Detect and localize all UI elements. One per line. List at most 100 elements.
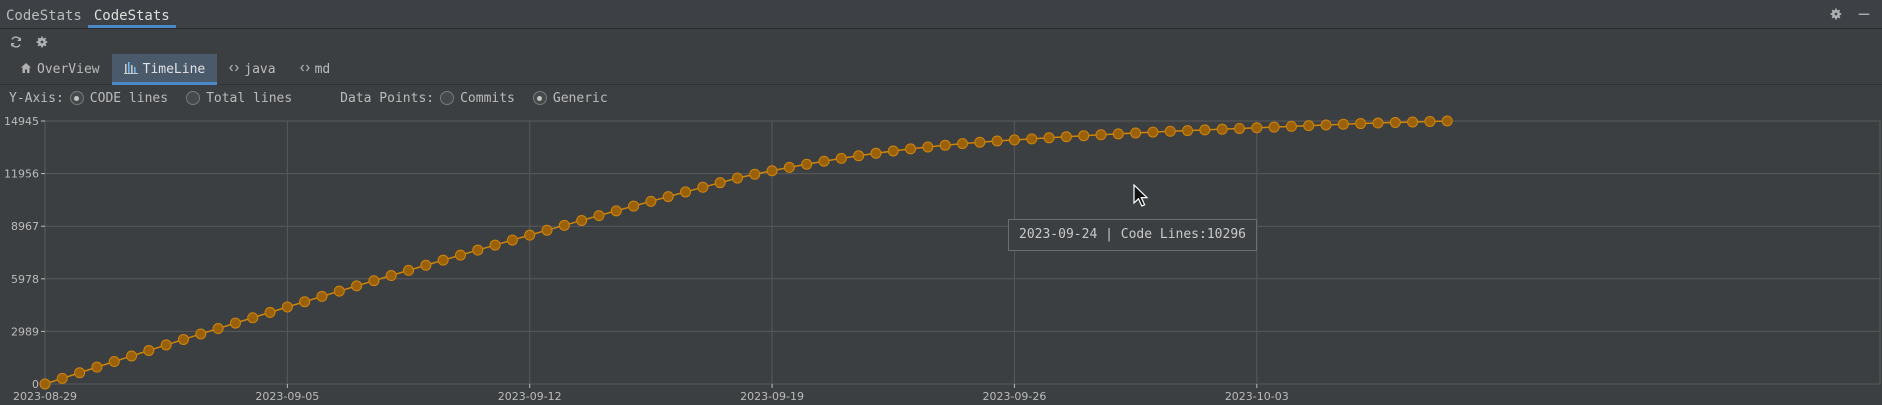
refresh-icon[interactable] (8, 34, 24, 50)
data-point[interactable] (351, 280, 363, 292)
data-point[interactable] (887, 145, 899, 157)
data-point[interactable] (1216, 123, 1228, 135)
data-point[interactable] (818, 155, 830, 167)
data-point[interactable] (853, 150, 865, 162)
data-point[interactable] (454, 249, 466, 261)
data-point[interactable] (56, 372, 68, 384)
minimize-icon[interactable] (1856, 6, 1872, 22)
data-point[interactable] (524, 229, 536, 241)
data-point[interactable] (731, 172, 743, 184)
gear-icon[interactable] (1828, 6, 1844, 22)
data-point[interactable] (420, 259, 432, 271)
data-point[interactable] (506, 234, 518, 246)
data-point[interactable] (247, 312, 259, 324)
data-point[interactable] (74, 367, 86, 379)
data-point[interactable] (264, 306, 276, 318)
data-point[interactable] (1320, 119, 1332, 131)
data-point[interactable] (939, 139, 951, 151)
data-point[interactable] (1147, 126, 1159, 138)
data-point[interactable] (1337, 118, 1349, 130)
data-point[interactable] (1130, 127, 1142, 139)
data-point[interactable] (368, 275, 380, 287)
data-point[interactable] (229, 317, 241, 329)
tool-window-tab-codestats-1[interactable]: CodeStats (6, 8, 82, 24)
data-point[interactable] (558, 219, 570, 231)
data-point[interactable] (697, 181, 709, 193)
data-point[interactable] (1112, 128, 1124, 140)
data-point[interactable] (905, 143, 917, 155)
data-point[interactable] (1268, 121, 1280, 133)
data-point[interactable] (801, 158, 813, 170)
data-point[interactable] (991, 135, 1003, 147)
x-tick-label: 2023-10-03 (1225, 390, 1289, 403)
data-point[interactable] (645, 195, 657, 207)
data-point[interactable] (1285, 120, 1297, 132)
data-point[interactable] (1355, 118, 1367, 130)
data-point[interactable] (472, 244, 484, 256)
data-point[interactable] (143, 344, 155, 356)
data-point[interactable] (541, 224, 553, 236)
data-point[interactable] (1164, 125, 1176, 137)
radio-generic[interactable] (532, 91, 547, 105)
data-point[interactable] (680, 186, 692, 198)
data-point[interactable] (1251, 122, 1263, 134)
radio-commits[interactable] (440, 91, 455, 105)
data-point[interactable] (281, 301, 293, 313)
data-point[interactable] (1441, 115, 1453, 127)
tab-timeline[interactable]: TimeLine (111, 54, 218, 85)
data-point[interactable] (126, 350, 138, 362)
data-point[interactable] (1043, 132, 1055, 144)
data-point[interactable] (974, 136, 986, 148)
data-point[interactable] (1233, 122, 1245, 134)
data-point[interactable] (766, 165, 778, 177)
data-point[interactable] (610, 205, 622, 217)
data-point[interactable] (299, 296, 311, 308)
x-tick-label: 2023-09-26 (982, 390, 1046, 403)
data-point[interactable] (783, 161, 795, 173)
data-point[interactable] (177, 333, 189, 345)
data-point[interactable] (437, 254, 449, 266)
data-point[interactable] (593, 210, 605, 222)
data-point[interactable] (316, 290, 328, 302)
data-point[interactable] (489, 239, 501, 251)
settings-icon[interactable] (34, 34, 50, 50)
data-point[interactable] (108, 356, 120, 368)
data-point[interactable] (1078, 130, 1090, 142)
data-point[interactable] (1026, 133, 1038, 145)
data-point[interactable] (1182, 125, 1194, 137)
data-point[interactable] (749, 168, 761, 180)
data-point[interactable] (385, 270, 397, 282)
data-point[interactable] (1389, 116, 1401, 128)
tab-md[interactable]: md (288, 54, 343, 84)
tab-overview[interactable]: OverView (8, 54, 112, 84)
data-point[interactable] (39, 378, 51, 390)
data-point[interactable] (195, 328, 207, 340)
data-point[interactable] (160, 339, 172, 351)
data-point[interactable] (1199, 124, 1211, 136)
data-point[interactable] (1095, 129, 1107, 141)
data-point[interactable] (1008, 134, 1020, 146)
data-point[interactable] (922, 141, 934, 153)
data-point[interactable] (1407, 116, 1419, 128)
data-point[interactable] (1060, 131, 1072, 143)
data-point[interactable] (628, 200, 640, 212)
data-point[interactable] (576, 214, 588, 226)
data-point[interactable] (91, 361, 103, 373)
data-point[interactable] (870, 147, 882, 159)
data-point[interactable] (714, 177, 726, 189)
data-point[interactable] (835, 152, 847, 164)
tab-java[interactable]: java (217, 54, 287, 84)
data-point[interactable] (403, 264, 415, 276)
data-point[interactable] (1372, 117, 1384, 129)
data-point[interactable] (1303, 120, 1315, 132)
data-point[interactable] (662, 191, 674, 203)
data-point[interactable] (212, 323, 224, 335)
tool-window-tab-codestats-2[interactable]: CodeStats (87, 0, 176, 28)
data-point[interactable] (333, 285, 345, 297)
data-point[interactable] (1424, 115, 1436, 127)
data-point[interactable] (957, 138, 968, 150)
y-tick-label: 5978 (11, 273, 39, 286)
radio-code-lines[interactable] (69, 91, 84, 105)
radio-total-lines[interactable] (186, 91, 201, 105)
